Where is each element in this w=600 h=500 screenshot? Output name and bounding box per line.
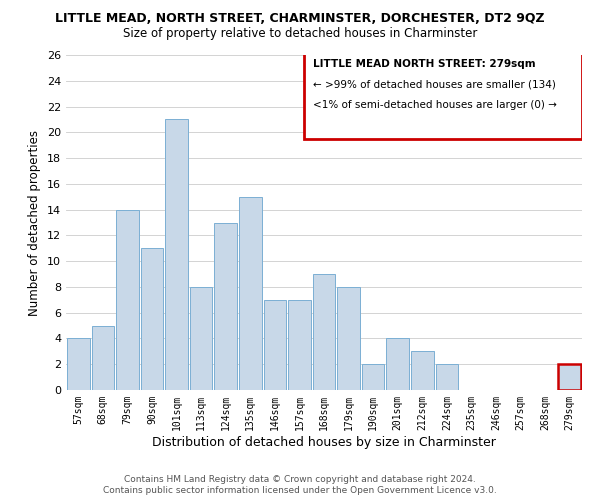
- Bar: [436, 364, 458, 390]
- Bar: [304, 52, 581, 138]
- Bar: [190, 287, 212, 390]
- Bar: [263, 300, 286, 390]
- Bar: [362, 364, 385, 390]
- Bar: [214, 222, 237, 390]
- Text: Size of property relative to detached houses in Charminster: Size of property relative to detached ho…: [123, 28, 477, 40]
- Text: Contains HM Land Registry data © Crown copyright and database right 2024.: Contains HM Land Registry data © Crown c…: [124, 475, 476, 484]
- Text: ← >99% of detached houses are smaller (134): ← >99% of detached houses are smaller (1…: [313, 80, 556, 90]
- Bar: [92, 326, 114, 390]
- Y-axis label: Number of detached properties: Number of detached properties: [28, 130, 41, 316]
- Bar: [411, 352, 434, 390]
- Bar: [165, 120, 188, 390]
- Bar: [559, 364, 581, 390]
- Text: <1% of semi-detached houses are larger (0) →: <1% of semi-detached houses are larger (…: [313, 100, 557, 110]
- Bar: [239, 196, 262, 390]
- Text: Contains public sector information licensed under the Open Government Licence v3: Contains public sector information licen…: [103, 486, 497, 495]
- Text: LITTLE MEAD NORTH STREET: 279sqm: LITTLE MEAD NORTH STREET: 279sqm: [313, 59, 536, 69]
- Bar: [67, 338, 89, 390]
- Bar: [140, 248, 163, 390]
- Bar: [313, 274, 335, 390]
- Bar: [386, 338, 409, 390]
- Bar: [288, 300, 311, 390]
- Bar: [116, 210, 139, 390]
- X-axis label: Distribution of detached houses by size in Charminster: Distribution of detached houses by size …: [152, 436, 496, 448]
- Bar: [337, 287, 360, 390]
- Text: LITTLE MEAD, NORTH STREET, CHARMINSTER, DORCHESTER, DT2 9QZ: LITTLE MEAD, NORTH STREET, CHARMINSTER, …: [55, 12, 545, 26]
